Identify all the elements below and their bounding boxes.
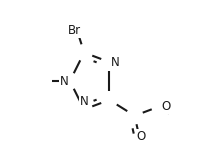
Text: O: O (161, 100, 171, 113)
Text: O: O (136, 130, 146, 143)
Text: N: N (59, 75, 68, 87)
Text: N: N (111, 56, 120, 69)
Text: Br: Br (68, 24, 81, 37)
Text: N: N (80, 95, 89, 108)
